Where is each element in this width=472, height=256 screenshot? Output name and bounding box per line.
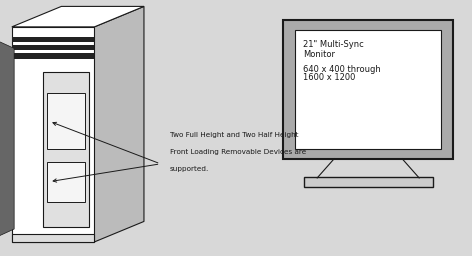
Text: Monitor: Monitor bbox=[303, 50, 336, 59]
Text: Two Full Height and Two Half Height: Two Full Height and Two Half Height bbox=[170, 132, 298, 138]
Polygon shape bbox=[0, 38, 14, 240]
Text: 640 x 400 through: 640 x 400 through bbox=[303, 65, 381, 74]
Bar bbox=[47, 162, 85, 202]
Bar bbox=[12, 37, 94, 42]
Text: 1600 x 1200: 1600 x 1200 bbox=[303, 73, 356, 82]
Text: supported.: supported. bbox=[170, 166, 209, 172]
Polygon shape bbox=[12, 6, 144, 27]
Bar bbox=[295, 30, 441, 149]
Text: Front Loading Removable Devices are: Front Loading Removable Devices are bbox=[170, 149, 306, 155]
Bar bbox=[12, 45, 94, 50]
Bar bbox=[283, 20, 453, 159]
Text: 21" Multi-Sync: 21" Multi-Sync bbox=[303, 40, 364, 49]
Polygon shape bbox=[94, 6, 144, 242]
Bar bbox=[303, 177, 433, 187]
Bar bbox=[43, 72, 89, 227]
Bar bbox=[47, 93, 85, 149]
Bar bbox=[12, 234, 94, 242]
Bar bbox=[12, 53, 94, 59]
Bar bbox=[12, 27, 94, 242]
